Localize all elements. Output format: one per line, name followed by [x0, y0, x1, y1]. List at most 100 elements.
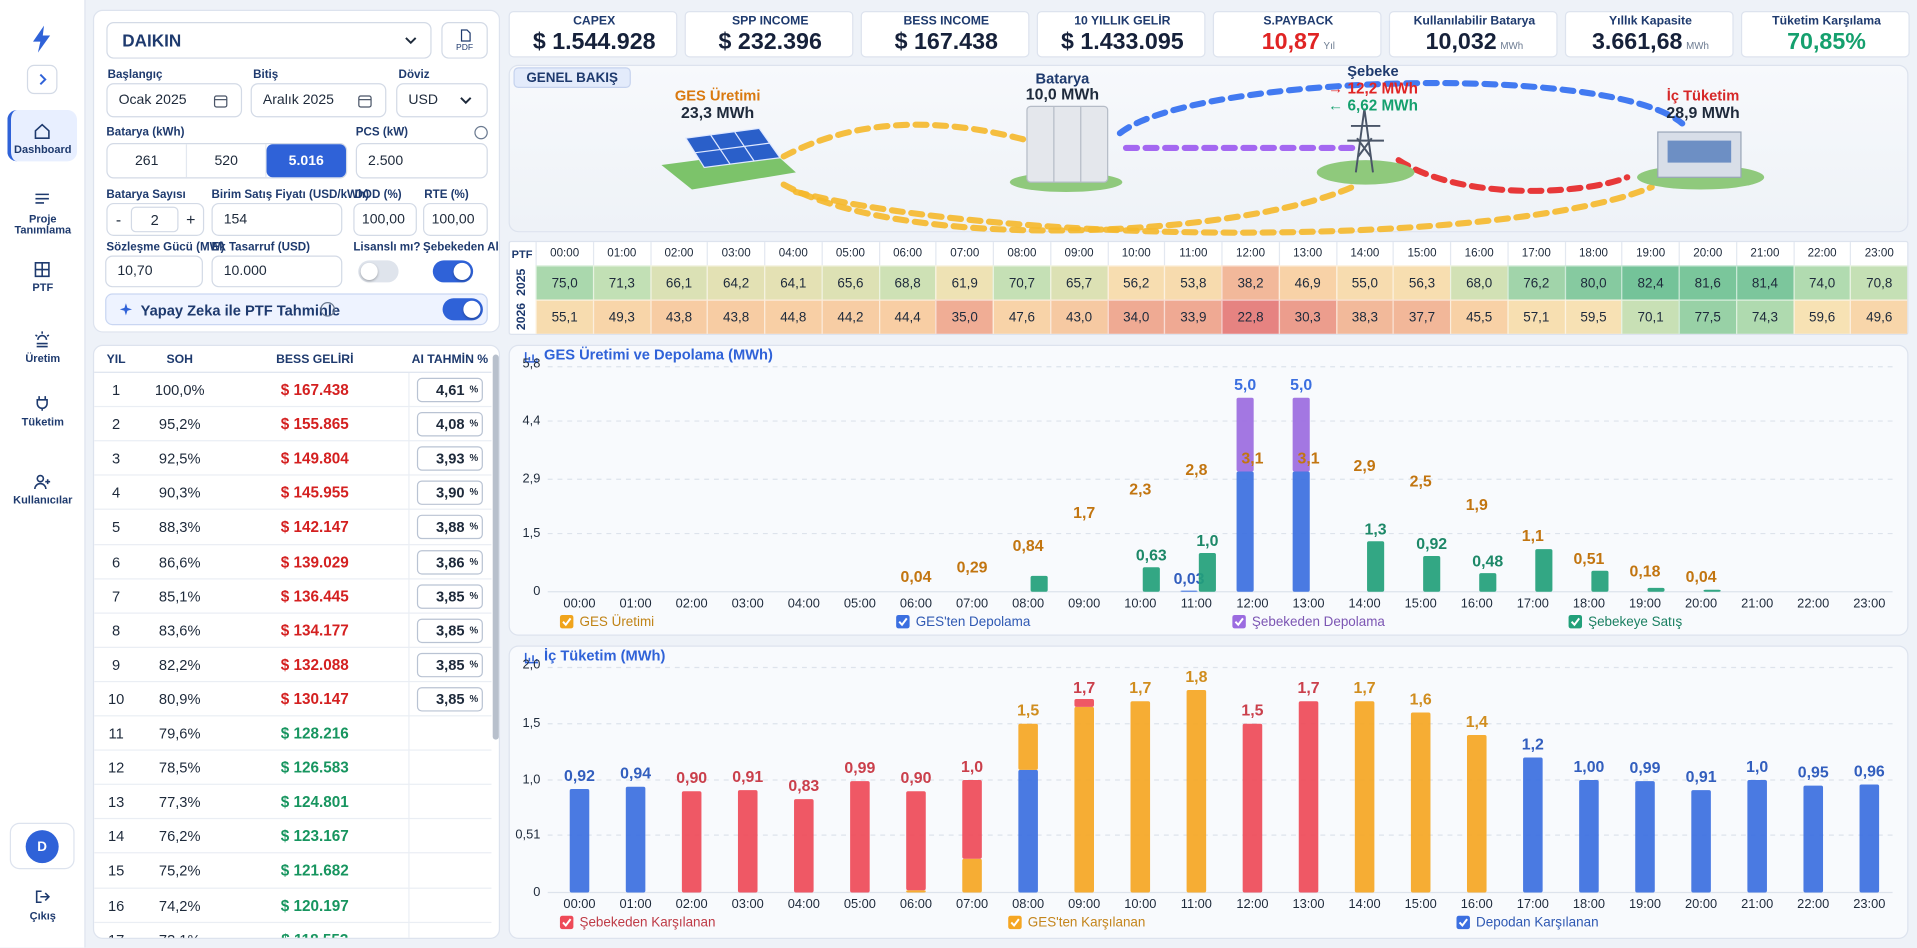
hour-header: 12:00 [1221, 242, 1278, 266]
kpi-card: BESS INCOME $ 167.438 [860, 11, 1030, 58]
price-input[interactable]: 154 [211, 202, 343, 236]
ptf-cell: 64,1 [764, 265, 822, 300]
hour-header: 13:00 [1278, 242, 1336, 266]
cell [408, 544, 410, 580]
chart: İç Tüketim (MWh) 0 0,51 1,0 1,5 2,0 00:00 01:00… [515, 647, 1893, 930]
ptf-cell: 68,0 [1449, 265, 1508, 300]
kpi-unit: Yıl [1323, 40, 1335, 52]
x-tick-label: 20:00 [1685, 595, 1717, 610]
soh: 79,6% [158, 725, 201, 743]
x-tick-label: 00:00 [563, 896, 595, 911]
start-input[interactable]: Ocak 2025 [106, 83, 243, 118]
ai-input[interactable]: 3,85% [416, 618, 483, 643]
cell [408, 888, 410, 923]
company-select[interactable]: DAIKIN [106, 22, 432, 59]
bess-income: $ 123.167 [280, 828, 349, 846]
kpi-value: $ 167.438 [894, 29, 998, 56]
pcs-input[interactable]: 2.500 [355, 143, 488, 179]
pdf-button[interactable]: PDF [441, 22, 488, 59]
ptf-cell: 33,9 [1164, 299, 1222, 334]
row-line [94, 646, 492, 648]
kpi-label: Tüketim Karşılama [1772, 14, 1881, 29]
ai-input[interactable]: 3,85% [416, 583, 483, 609]
ai-input[interactable]: 3,93% [416, 446, 483, 471]
nav-item[interactable]: Tüketim [21, 415, 64, 428]
x-tick-label: 21:00 [1741, 896, 1773, 911]
ai-input[interactable]: 3,85% [416, 652, 483, 678]
sparkle-icon [119, 303, 133, 316]
ai-input[interactable]: 3,88% [416, 515, 483, 540]
flow-line [780, 121, 1032, 160]
ai-toggle[interactable] [442, 298, 483, 321]
legend-label: GES'ten Karşılanan [1028, 915, 1146, 930]
soh: 74,2% [158, 896, 201, 914]
bar [1591, 570, 1609, 592]
grid-buy-toggle[interactable] [432, 260, 474, 283]
nav-item[interactable]: Dashboard [14, 143, 72, 156]
nav-item[interactable]: Üretim [25, 352, 61, 365]
bess-income: $ 142.147 [280, 518, 349, 537]
hour-header: 11:00 [1164, 242, 1221, 266]
value-label: 1,3 [1365, 522, 1387, 539]
ai-input[interactable]: 4,08% [416, 412, 483, 437]
rte-input[interactable]: 100,00 [423, 202, 488, 236]
label: Lisanslı mı? [353, 240, 421, 255]
ptf-cell: 77,5 [1678, 299, 1736, 334]
count-input[interactable]: 2 [130, 206, 179, 233]
bar [1298, 701, 1319, 893]
total-label: 5,0 [1234, 377, 1256, 394]
battery-option[interactable]: 520 [187, 144, 267, 178]
bar [1859, 784, 1880, 893]
dod-input[interactable]: 100,00 [353, 202, 417, 236]
year: 16 [107, 896, 125, 914]
licensed-toggle[interactable] [358, 260, 399, 283]
flow-line [1116, 80, 1686, 137]
ai-input[interactable]: 3,86% [416, 549, 483, 575]
calendar [213, 95, 228, 108]
legend-swatch [1568, 614, 1583, 629]
collapse-button[interactable] [26, 64, 58, 95]
toggle-knob [453, 262, 471, 280]
kpi-card: S.PAYBACK 10,87 Yıl [1212, 11, 1382, 58]
row-line [94, 474, 492, 476]
currency-select[interactable]: USD [396, 83, 488, 118]
contract-input[interactable]: 10,70 [105, 255, 203, 288]
legend-check [1234, 617, 1244, 627]
value-label: 0,92 [1416, 536, 1447, 553]
logout[interactable]: Çıkış [29, 909, 56, 922]
nav-item[interactable]: Proje Tanımlama [14, 212, 72, 236]
nav-icon [35, 193, 49, 204]
x-tick-label: 16:00 [1461, 595, 1493, 610]
soh: 88,3% [158, 518, 201, 537]
ptf-cell: 75,0 [535, 265, 593, 300]
ai-unit: % [469, 521, 479, 533]
ai-input[interactable]: 3,90% [416, 480, 483, 506]
plus-button[interactable]: + [186, 210, 196, 229]
legend-check [562, 617, 572, 627]
ptf-cell: 74,3 [1735, 299, 1793, 334]
battery-option[interactable]: 261 [108, 144, 188, 178]
x-tick-label: 01:00 [620, 896, 652, 911]
hour-header: 22:00 [1792, 242, 1850, 266]
value-label: 1,1 [1522, 528, 1544, 545]
year-label: 2026 [515, 303, 529, 331]
year: 12 [107, 759, 125, 777]
toggle-knob [360, 262, 378, 280]
ptf-cell: 35,0 [935, 299, 993, 334]
bar [1703, 589, 1721, 592]
nav-item[interactable]: Kullanıcılar [13, 493, 73, 507]
value-label: 0,03 [1174, 571, 1205, 588]
minus-button[interactable]: - [115, 210, 122, 229]
nav-item[interactable]: PTF [32, 281, 54, 294]
battery-option[interactable]: 5.016 [266, 144, 346, 178]
bess-income: $ 132.088 [280, 656, 349, 674]
avatar[interactable]: D [25, 830, 59, 864]
ai-input[interactable]: 4,61% [416, 377, 483, 403]
year: 15 [107, 862, 125, 880]
saving-input[interactable]: 10.000 [211, 255, 343, 288]
ai-input[interactable]: 3,85% [416, 686, 483, 712]
label: Bitiş [253, 68, 279, 82]
y-tick-label: 0,51 [515, 827, 540, 842]
ai-label: Yapay Zeka ile PTF Tahminle [140, 301, 341, 320]
scrollbar [492, 354, 499, 740]
